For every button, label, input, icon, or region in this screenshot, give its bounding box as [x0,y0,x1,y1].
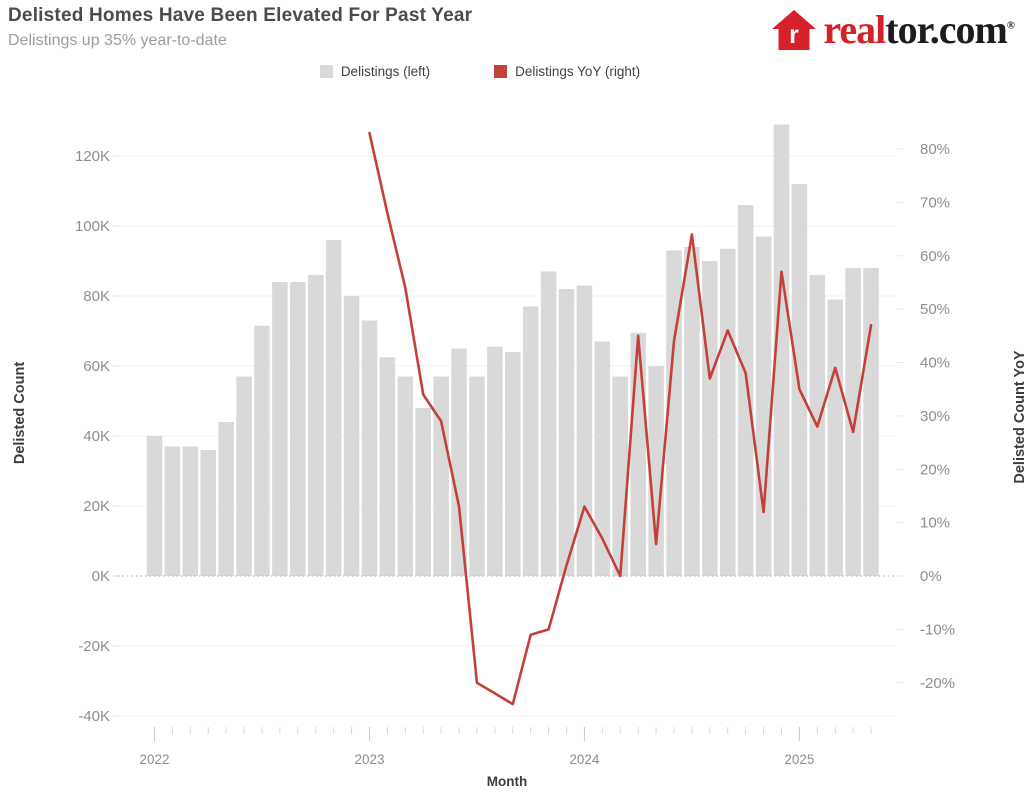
logo-registered-mark: ® [1006,19,1015,32]
bar-2024-03[interactable] [612,376,629,577]
bar-2024-06[interactable] [666,250,682,577]
x-axis-year-2022: 2022 [139,752,169,767]
bar-2023-09[interactable] [505,352,521,576]
bar-2022-06[interactable] [236,376,252,577]
bar-2025-03[interactable] [827,299,843,577]
realtor-house-icon: r [772,10,817,50]
left-axis-tick-40K: 40K [83,428,110,445]
bar-2022-02[interactable] [164,446,181,577]
bar-2023-07[interactable] [469,376,485,577]
bar-2022-01[interactable] [146,436,163,576]
bar-2024-01[interactable] [576,285,593,577]
bar-2023-06[interactable] [451,348,467,577]
chart-legend: Delistings (left) Delistings YoY (right) [0,64,960,79]
right-axis-tick-20%: 20% [920,461,950,478]
realtor-logo-text: realtor.com® [823,7,1015,52]
right-axis-tick--20%: -20% [920,675,955,692]
bar-2023-08[interactable] [487,346,503,576]
page-subtitle: Delistings up 35% year-to-date [8,32,227,49]
bar-2024-07[interactable] [684,247,700,576]
right-axis-tick-60%: 60% [920,248,950,265]
right-axis-tick-80%: 80% [920,141,950,158]
bar-2022-03[interactable] [182,446,199,577]
logo-text-torcom: tor.com [885,7,1007,52]
right-axis-tick-50%: 50% [920,301,950,318]
left-axis-tick-20K: 20K [83,498,110,515]
bar-2025-05[interactable] [863,268,879,576]
left-axis-tick-60K: 60K [83,358,110,375]
bar-2022-10[interactable] [307,275,324,576]
left-axis-tick--40K: -40K [78,708,110,725]
bar-2025-01[interactable] [791,184,808,576]
x-axis-year-2023: 2023 [354,752,384,767]
left-axis-tick--20K: -20K [78,638,110,655]
right-axis-tick-40%: 40% [920,355,950,372]
svg-text:r: r [790,21,800,49]
logo-text-real: real [823,7,886,52]
bar-2022-04[interactable] [200,450,216,576]
bar-2024-05[interactable] [648,366,664,576]
bar-2022-12[interactable] [343,296,360,576]
bar-2024-11[interactable] [755,236,772,577]
right-axis-tick-30%: 30% [920,408,950,425]
left-axis-tick-0K: 0K [92,568,110,585]
bar-2025-04[interactable] [845,268,861,576]
bar-2023-05[interactable] [433,376,449,577]
left-axis-tick-120K: 120K [75,148,110,165]
delistings-swatch [319,65,333,78]
legend-item-delistings[interactable]: Delistings (left) [319,64,431,79]
bar-2022-07[interactable] [254,325,270,576]
left-axis-tick-80K: 80K [83,288,110,305]
x-axis-title: Month [486,774,528,789]
bar-2024-09[interactable] [719,248,736,576]
bar-2023-02[interactable] [379,357,396,576]
legend-item-yoy[interactable]: Delistings YoY (right) [494,64,640,79]
bar-2023-12[interactable] [558,289,575,576]
bar-2023-11[interactable] [540,271,557,577]
left-axis-tick-100K: 100K [75,218,110,235]
bar-2024-12[interactable] [773,124,790,577]
page-title: Delisted Homes Have Been Elevated For Pa… [8,5,473,26]
legend-label-yoy: Delistings YoY (right) [515,64,641,79]
x-axis-year-2025: 2025 [784,752,814,767]
bar-2023-10[interactable] [522,306,539,577]
bar-2022-11[interactable] [325,240,342,576]
x-axis-year-2024: 2024 [569,752,600,767]
legend-label-delistings: Delistings (left) [340,64,431,79]
bar-2024-10[interactable] [737,205,754,576]
bar-2024-04[interactable] [630,332,646,576]
right-axis-tick--10%: -10% [920,621,955,638]
right-axis-tick-70%: 70% [920,194,950,211]
bar-2024-02[interactable] [594,341,611,577]
bar-2022-05[interactable] [218,422,234,576]
realtor-logo: r realtor.com® [771,7,1015,52]
bar-2023-01[interactable] [361,320,378,577]
yoy-swatch [494,65,508,78]
yoy-line[interactable] [368,131,873,706]
bar-2023-03[interactable] [397,376,414,577]
bar-2023-04[interactable] [415,408,431,576]
bar-2022-09[interactable] [290,282,306,576]
bar-2022-08[interactable] [272,282,288,576]
right-axis-tick-10%: 10% [920,515,950,532]
right-axis-tick-0%: 0% [920,568,942,585]
bar-2024-08[interactable] [702,261,718,576]
